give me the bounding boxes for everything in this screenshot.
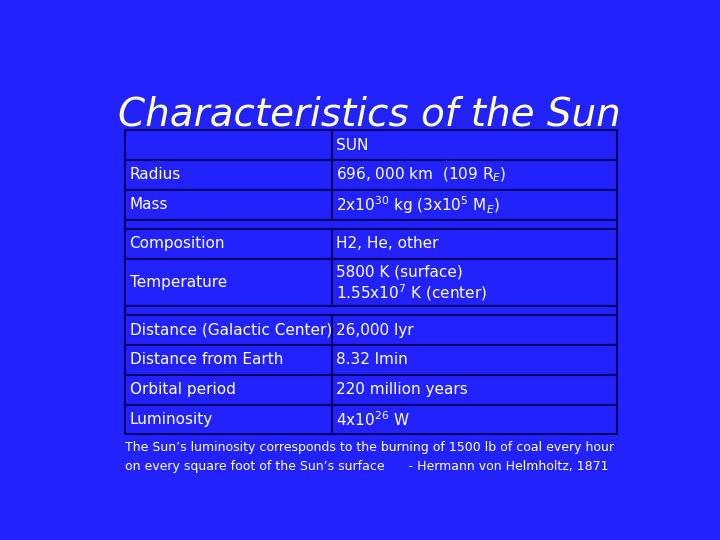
Text: Temperature: Temperature (130, 275, 227, 290)
Bar (332, 259, 617, 306)
Text: Luminosity: Luminosity (130, 412, 213, 427)
Bar (125, 345, 332, 375)
Text: 5800 K (surface): 5800 K (surface) (336, 265, 463, 280)
Text: H2, He, other: H2, He, other (336, 237, 438, 252)
Bar (125, 306, 617, 315)
Text: Mass: Mass (130, 197, 168, 212)
Text: 8.32 lmin: 8.32 lmin (336, 353, 408, 367)
Bar (332, 160, 617, 190)
Text: Orbital period: Orbital period (130, 382, 235, 397)
Text: Composition: Composition (130, 237, 225, 252)
Text: 1.55x10$^7$ K (center): 1.55x10$^7$ K (center) (336, 282, 487, 303)
Bar (332, 404, 617, 434)
Text: 696, 000 km  (109 R$_E$): 696, 000 km (109 R$_E$) (336, 166, 507, 184)
Text: SUN: SUN (336, 138, 369, 153)
Text: Characteristics of the Sun: Characteristics of the Sun (117, 96, 621, 133)
Text: Distance from Earth: Distance from Earth (130, 353, 283, 367)
Bar (332, 375, 617, 404)
Bar (125, 220, 617, 229)
Bar (125, 404, 332, 434)
Bar (125, 375, 332, 404)
Text: 26,000 lyr: 26,000 lyr (336, 322, 414, 338)
Text: The Sun’s luminosity corresponds to the burning of 1500 lb of coal every hour
on: The Sun’s luminosity corresponds to the … (125, 441, 614, 472)
Text: Distance (Galactic Center): Distance (Galactic Center) (130, 322, 332, 338)
Bar (332, 190, 617, 220)
Text: Radius: Radius (130, 167, 181, 183)
Bar (125, 160, 332, 190)
Bar (332, 229, 617, 259)
Bar (125, 229, 332, 259)
Text: 220 million years: 220 million years (336, 382, 468, 397)
Bar (332, 130, 617, 160)
Bar (332, 315, 617, 345)
Bar (125, 315, 332, 345)
Text: 4x10$^{26}$ W: 4x10$^{26}$ W (336, 410, 410, 429)
Bar (332, 345, 617, 375)
Bar (125, 259, 332, 306)
Bar (125, 190, 332, 220)
Text: 2x10$^{30}$ kg (3x10$^5$ M$_E$): 2x10$^{30}$ kg (3x10$^5$ M$_E$) (336, 194, 500, 215)
Bar (125, 130, 332, 160)
